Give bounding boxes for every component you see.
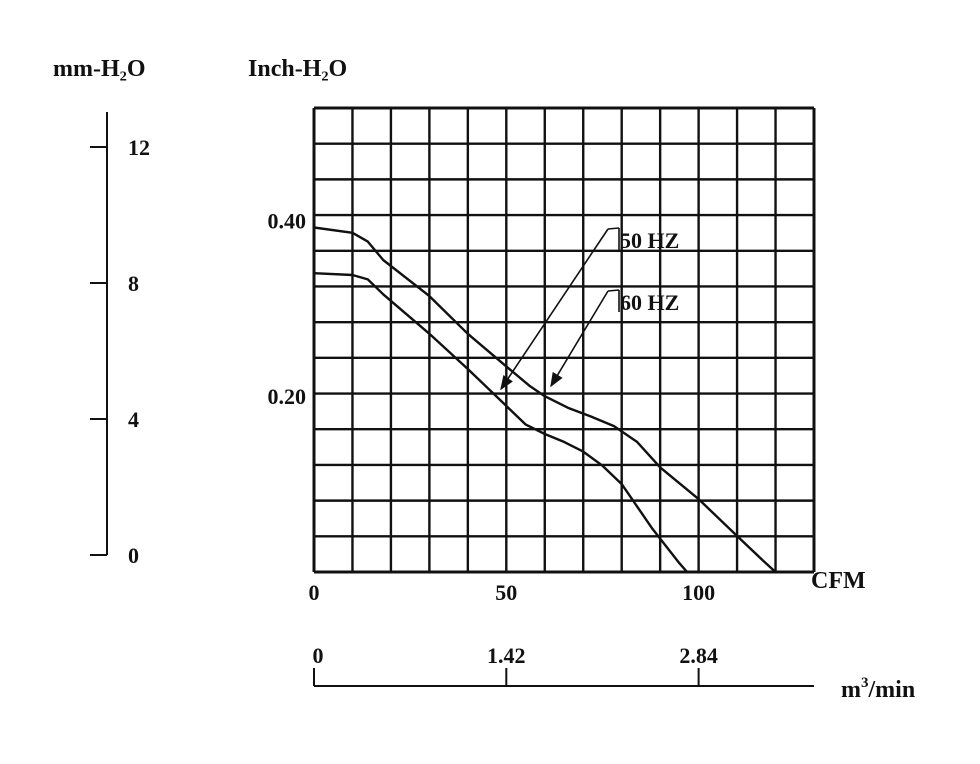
m3-tick-label: 1.42 [487,643,526,668]
x-tick-label: 0 [309,580,320,605]
series-line-60-hz [313,272,689,573]
mm-tick-label: 12 [128,135,150,160]
x2-axis-label: m3/min [841,675,915,703]
chart-grid [312,106,816,574]
x-axis-label-cfm: CFM [811,568,866,594]
y-left-axis-label: mm-H₂O [53,56,146,82]
m3-per-min-scale: 0 1.42 2.84 [313,643,814,687]
x-tick-label: 50 [495,580,517,605]
series-label-50-hz: 50 HZ [620,228,679,253]
mm-tick-label: 4 [128,407,139,432]
annotation-arrow [500,228,609,391]
annotation-leader [607,227,620,230]
mm-h2o-scale: 0 4 8 12 [90,112,150,568]
series-label-60-hz: 60 HZ [620,290,679,315]
inch-tick-labels: 0.40 0.20 [268,208,307,409]
mm-tick-label: 0 [128,543,139,568]
x-tick-label: 100 [682,580,715,605]
cfm-tick-labels: 0 50 100 [309,580,716,605]
annotation-leader [607,289,620,292]
m3-tick-label: 2.84 [679,643,718,668]
series-line-50-hz [313,226,777,573]
y-tick-label: 0.40 [268,208,307,233]
y-right-axis-label: Inch-H₂O [248,56,347,82]
m3-tick-label: 0 [313,643,324,668]
annotation-arrow [550,290,609,388]
series-annotations: 50 HZ 60 HZ [500,227,679,391]
mm-tick-label: 8 [128,271,139,296]
series-group [313,226,777,573]
y-tick-label: 0.20 [268,384,307,409]
